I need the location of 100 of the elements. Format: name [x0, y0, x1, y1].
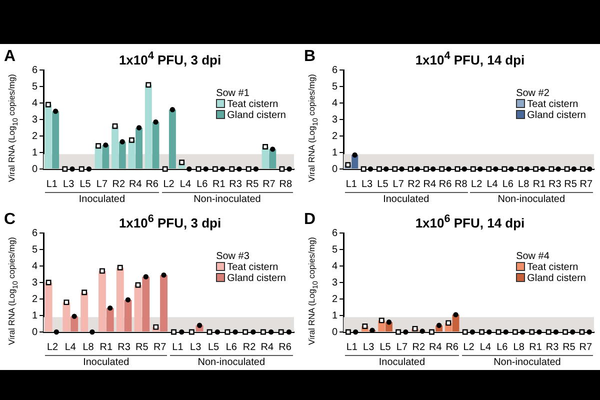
x-tick-label: L2	[163, 178, 175, 190]
bar	[106, 308, 114, 332]
text: D	[304, 211, 316, 229]
text: C	[4, 211, 16, 229]
legend-title: Sow #3	[216, 251, 250, 262]
text: Non-inoculated	[170, 355, 293, 368]
y-tick-label: 1	[32, 310, 38, 322]
chart-title: 1x10$^{6}$ PFU, 14 dpi	[414, 213, 526, 230]
y-tick-label: 4	[32, 260, 38, 272]
x-tick-label: L1	[172, 342, 184, 353]
y-tick-label: 0	[332, 326, 338, 338]
legend-label: Gland cistern	[527, 273, 586, 284]
x-tick-label: R3	[548, 178, 562, 190]
y-tick-label: 2	[32, 130, 38, 142]
text: Inoculated	[44, 355, 168, 368]
x-tick-label: L1	[346, 342, 358, 353]
x-tick-label: L8	[513, 342, 525, 353]
x-tick-label: R7	[153, 342, 167, 353]
x-tick-label: L3	[361, 178, 374, 190]
y-tick-label: 3	[32, 277, 38, 288]
bar	[94, 146, 102, 168]
x-tick-label: L2	[471, 178, 483, 190]
y-tick-label: 0	[332, 164, 338, 175]
x-tick-label: L6	[496, 342, 508, 353]
bar	[98, 270, 106, 332]
x-tick-label: R2	[408, 178, 421, 190]
y-tick-label: 1	[332, 147, 338, 158]
text: Inoculated	[344, 192, 468, 205]
y-tick-label: 1	[332, 310, 338, 322]
y-tick-label: 1	[32, 147, 38, 158]
text: Inoculated	[44, 192, 160, 205]
bar	[62, 302, 70, 332]
y-tick-label: 5	[332, 81, 338, 92]
y-tick-label: 6	[32, 228, 38, 239]
text: Inoculated	[344, 355, 460, 368]
x-tick-label: R5	[564, 178, 578, 190]
x-tick-label: R7	[262, 178, 276, 190]
x-tick-label: L7	[396, 342, 408, 353]
x-tick-label: R7	[580, 178, 593, 190]
legend-label: Gland cistern	[227, 110, 286, 121]
x-tick-label: R3	[546, 342, 560, 353]
chart-title: 1x10$^{4}$ PFU, 14 dpi	[414, 50, 526, 68]
x-tick-label: L5	[208, 342, 220, 353]
bar	[80, 292, 88, 332]
y-tick-label: 4	[32, 98, 38, 109]
x-tick-label: L3	[190, 342, 202, 353]
legend-label: Teat cistern	[527, 99, 578, 110]
bar	[134, 284, 142, 332]
x-tick-label: L8	[518, 178, 530, 190]
y-tick-label: 6	[332, 64, 338, 76]
x-tick-label: R5	[246, 178, 260, 190]
x-tick-label: R2	[112, 178, 126, 190]
x-tick-label: R3	[229, 178, 242, 190]
x-tick-label: R1	[532, 178, 546, 190]
bar	[168, 110, 176, 168]
x-tick-label: L7	[96, 178, 108, 190]
x-tick-label: L3	[363, 342, 375, 353]
y-tick-label: 2	[332, 130, 338, 142]
x-tick-label: L6	[196, 178, 208, 190]
x-tick-label: R5	[136, 342, 149, 353]
x-tick-label: R6	[146, 178, 159, 190]
bar	[269, 149, 276, 168]
y-tick-label: 2	[32, 294, 38, 305]
y-tick-label: 5	[332, 244, 338, 256]
x-tick-label: L1	[346, 178, 358, 190]
x-tick-label: R2	[412, 342, 426, 353]
x-tick-label: R6	[278, 342, 292, 353]
bar	[112, 126, 119, 168]
y-tick-label: 0	[32, 164, 38, 175]
bar	[160, 275, 168, 332]
x-tick-label: L6	[226, 342, 238, 353]
bar	[128, 140, 136, 168]
x-tick-label: R2	[242, 342, 256, 353]
x-tick-label: L6	[502, 178, 514, 190]
y-tick-label: 2	[332, 294, 338, 305]
x-tick-label: L7	[392, 178, 404, 190]
x-tick-label: L4	[480, 342, 492, 353]
x-tick-label: L3	[63, 178, 75, 190]
y-tick-label: 4	[332, 260, 338, 272]
text: B	[304, 48, 316, 66]
x-tick-label: R3	[118, 342, 131, 353]
legend-title: Sow #2	[516, 88, 550, 99]
legend-title: Sow #4	[516, 251, 550, 262]
bar	[262, 146, 269, 168]
legend-label: Gland cistern	[527, 110, 586, 121]
y-tick-label: 3	[332, 277, 338, 288]
bar	[116, 268, 124, 332]
x-tick-label: R4	[128, 178, 142, 190]
x-tick-label: R6	[446, 342, 459, 353]
y-tick-label: 6	[332, 228, 338, 239]
y-tick-label: 6	[32, 64, 38, 76]
legend-title: Sow #1	[216, 88, 250, 99]
x-tick-label: L4	[64, 342, 76, 353]
x-tick-label: L5	[380, 342, 392, 353]
y-tick-label: 4	[332, 98, 338, 109]
legend-label: Teat cistern	[227, 262, 278, 273]
x-tick-label: R1	[212, 178, 226, 190]
x-tick-label: R8	[454, 178, 468, 190]
y-tick-label: 5	[32, 81, 38, 92]
x-tick-label: R4	[423, 178, 436, 190]
